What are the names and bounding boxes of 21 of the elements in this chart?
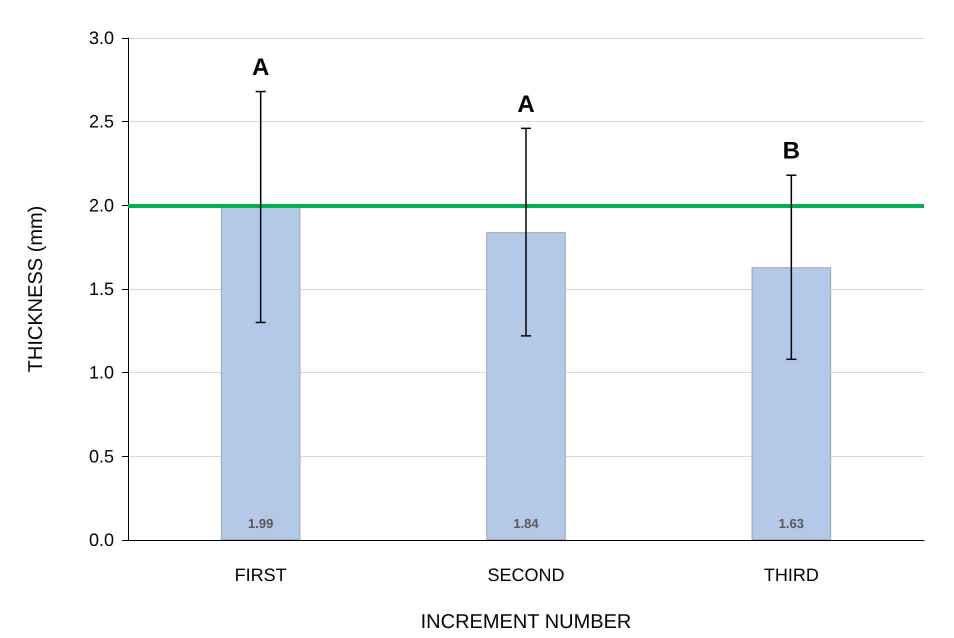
y-tick-label: 1.0 bbox=[88, 362, 114, 383]
x-tick-label: THIRD bbox=[764, 565, 819, 585]
annotation: A bbox=[517, 90, 535, 118]
y-tick-label: 0.5 bbox=[88, 446, 114, 466]
x-tick-label: SECOND bbox=[487, 565, 565, 585]
y-tick-label: 2.0 bbox=[88, 195, 114, 216]
data-label: 1.99 bbox=[248, 516, 274, 531]
y-tick-label: 1.5 bbox=[88, 279, 114, 299]
bar bbox=[752, 267, 832, 540]
data-label: 1.63 bbox=[778, 516, 804, 531]
y-tick-label: 2.5 bbox=[88, 112, 114, 132]
annotation: A bbox=[252, 54, 270, 82]
x-axis-title: INCREMENT NUMBER bbox=[420, 611, 632, 633]
annotation: B bbox=[782, 138, 800, 165]
y-tick-label: 0.0 bbox=[88, 530, 114, 550]
bar bbox=[486, 232, 566, 540]
y-axis-title: THICKNESS (mm) bbox=[25, 206, 47, 372]
bar bbox=[220, 207, 300, 540]
y-tick-label: 3.0 bbox=[88, 28, 114, 48]
x-tick-label: FIRST bbox=[234, 565, 287, 585]
data-label: 1.84 bbox=[513, 516, 540, 531]
